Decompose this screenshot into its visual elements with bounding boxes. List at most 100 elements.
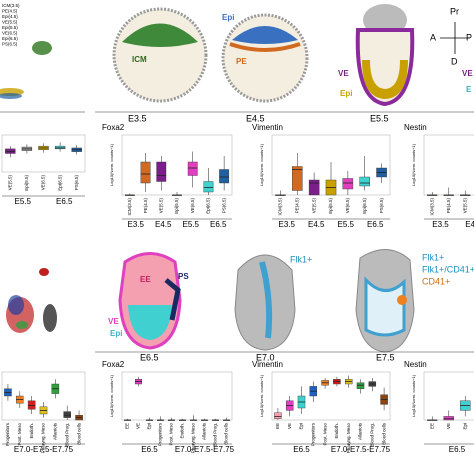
panel-frame bbox=[423, 134, 474, 196]
label: Flk1+/CD41+ bbox=[422, 264, 474, 274]
x-tick-label: VE(5.5) bbox=[311, 198, 316, 214]
stage-label: E7.0 bbox=[256, 352, 275, 362]
x-tick-label: Post. Meso bbox=[17, 423, 22, 446]
legend-entry: VE(5.5) bbox=[2, 20, 18, 25]
box-panel: Vimentin Log10(Norm. counts+1) ICM(3.5) PE(… bbox=[252, 123, 391, 229]
box-panel: Nestin Log10(Norm. counts+1) ICM(3.5) PE(4.… bbox=[404, 123, 474, 229]
label: PE bbox=[236, 57, 247, 66]
x-tick-label: ICM(3.5) bbox=[278, 198, 283, 216]
box bbox=[219, 169, 230, 184]
x-tick-label: VE bbox=[136, 423, 141, 429]
axis-label: P bbox=[466, 32, 472, 42]
box-panel: Vimentin Log10(Norm. counts+1) EE VE Epi Prog… bbox=[252, 360, 391, 454]
box bbox=[5, 148, 16, 154]
axis-label: D bbox=[451, 56, 458, 66]
label: Epi bbox=[110, 329, 122, 338]
panel-title: Foxa2 bbox=[102, 123, 125, 132]
x-tick-label: EE bbox=[429, 423, 434, 429]
stage-label: E3.5 bbox=[128, 220, 145, 229]
stage-label: E6.5 bbox=[141, 445, 158, 454]
stage-label: E7.0-E7.5-E7.75 bbox=[175, 445, 235, 454]
embryo-e55: VE Epi VE E Pr A P D bbox=[338, 4, 473, 107]
panel-title: Vimentin bbox=[252, 360, 283, 369]
stage-label: E3.5 bbox=[279, 220, 296, 229]
x-tick-label: ICM(3.5) bbox=[127, 198, 132, 216]
box bbox=[274, 412, 282, 419]
legend-entry: Epi(4.5) bbox=[2, 14, 18, 19]
panel-title: Nestin bbox=[404, 123, 427, 132]
x-tick-label: Endoth. bbox=[334, 423, 339, 439]
panel-title: Nestin bbox=[404, 360, 427, 369]
x-tick-label: Epi bbox=[147, 423, 152, 430]
x-tick-label: Allantois bbox=[202, 422, 207, 440]
x-tick-label: Epi(5.5) bbox=[174, 198, 179, 214]
y-axis-label: Log10(Norm. counts+1) bbox=[411, 143, 416, 186]
x-tick-label: VE bbox=[446, 423, 451, 429]
embryo-e65: EE PS VE Epi bbox=[108, 252, 189, 350]
stage-label: E3.5 bbox=[432, 220, 449, 229]
embryo-e35: ICM bbox=[112, 7, 208, 103]
label: Epi bbox=[222, 13, 234, 22]
x-tick-label: Blood Prog. bbox=[213, 423, 218, 447]
panel-frame bbox=[1, 134, 86, 173]
box bbox=[359, 176, 370, 187]
x-tick-label: Blood Prog. bbox=[369, 423, 374, 447]
label: EE bbox=[140, 275, 151, 284]
stage-label: E5.5 bbox=[370, 113, 389, 123]
box bbox=[356, 382, 365, 389]
x-tick-label: Epi(6.5) bbox=[362, 198, 367, 214]
x-tick-label: EE bbox=[275, 423, 280, 429]
x-tick-label: Epi(5.5) bbox=[328, 198, 333, 214]
x-tick-label: PE(4.5) bbox=[143, 198, 148, 214]
label: VE bbox=[462, 69, 473, 78]
axis-label: Pr bbox=[450, 6, 459, 16]
label: Flk1+ bbox=[422, 252, 444, 262]
scatter-top bbox=[0, 41, 85, 113]
label: VE bbox=[338, 69, 349, 78]
box-panel: VE(5.5) Epi(5.5) VE(6.5) Epi(6.5) PS(6.5) E5.… bbox=[1, 134, 86, 206]
label: PS bbox=[178, 272, 189, 281]
stage-label: E7.0-E7.5-E7.75 bbox=[14, 445, 74, 454]
stage-label: E4.5 bbox=[155, 220, 172, 229]
x-tick-label: Blood cells bbox=[76, 422, 81, 445]
embryo-e75: Flk1+ Flk1+/CD41+ CD41+ bbox=[355, 249, 474, 353]
stage-label: E4.5 bbox=[308, 220, 325, 229]
x-tick-label: Post. Meso bbox=[322, 423, 327, 446]
x-tick-label: Allantois bbox=[358, 422, 363, 440]
x-tick-label: VE(5.5) bbox=[462, 198, 467, 214]
y-axis-label: Log10(Norm. counts+1) bbox=[411, 374, 416, 417]
stage-label: E5.5 bbox=[15, 197, 32, 206]
box-panel: Foxa2 Log10(Norm. counts+1) ICM(3.5) PE(4.5… bbox=[102, 123, 233, 229]
legend: ICM(3.5)PE(4.5)Epi(4.5)VE(5.5)Epi(5.5)VE… bbox=[2, 3, 20, 47]
legend-entry: Epi(5.5) bbox=[2, 25, 18, 30]
label: Flk1+ bbox=[290, 254, 312, 264]
x-tick-label: Epi(6.5) bbox=[57, 175, 62, 191]
box bbox=[187, 161, 198, 176]
legend-entry: ICM(3.5) bbox=[2, 3, 20, 8]
x-tick-label: Progenitors bbox=[310, 422, 315, 446]
stage-label: E7.5 bbox=[376, 352, 395, 362]
box bbox=[292, 166, 303, 191]
x-tick-label: VE(6.5) bbox=[41, 175, 46, 191]
box bbox=[54, 145, 66, 150]
label: Epi bbox=[340, 89, 352, 98]
box bbox=[27, 400, 36, 410]
box-panel: Progenitors Post. Meso Endoth. Pharyng. Mes… bbox=[1, 371, 86, 454]
stage-label: E4.5 bbox=[246, 113, 265, 123]
box bbox=[342, 178, 354, 190]
box bbox=[308, 179, 320, 196]
box bbox=[140, 161, 151, 184]
x-tick-label: VE(6.5) bbox=[345, 198, 350, 214]
legend-entry: VE(6.5) bbox=[2, 31, 18, 36]
stage-label: E6.5 bbox=[210, 220, 227, 229]
box bbox=[203, 181, 214, 193]
x-tick-label: PS(6.5) bbox=[74, 175, 79, 191]
x-tick-label: Allantois bbox=[53, 422, 58, 440]
x-tick-label: Post. Meso bbox=[169, 423, 174, 446]
stage-label: E5.5 bbox=[183, 220, 200, 229]
x-tick-label: ICM(3.5) bbox=[429, 198, 434, 216]
stage-label: E6.5 bbox=[293, 445, 310, 454]
x-tick-label: Progenitors bbox=[158, 422, 163, 446]
